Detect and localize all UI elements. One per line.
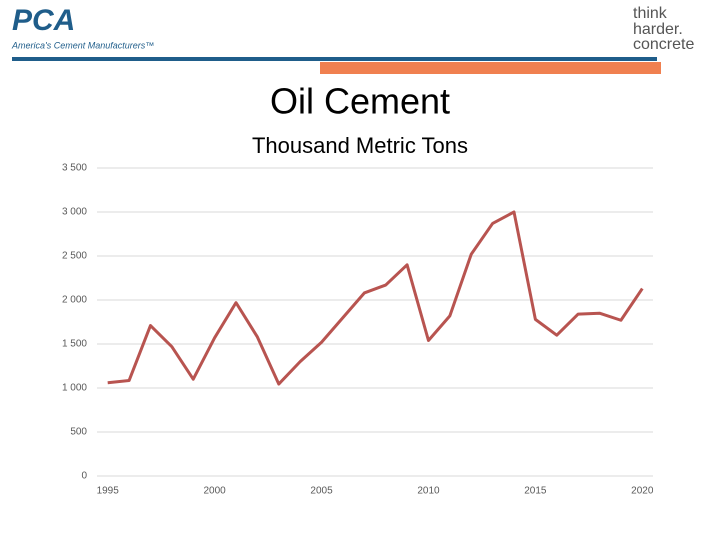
x-tick-label: 2020 — [631, 486, 654, 497]
tagline: America's Cement Manufacturers™ — [11, 40, 154, 50]
slogan: think — [633, 5, 668, 22]
y-tick-label: 0 — [81, 471, 87, 482]
x-tick-label: 2015 — [524, 486, 547, 497]
logo: PCA — [12, 4, 75, 37]
y-tick-label: 1 000 — [62, 383, 87, 394]
x-tick-label: 2005 — [310, 486, 333, 497]
slogan: concrete — [633, 36, 694, 53]
x-tick-label: 1995 — [97, 486, 120, 497]
y-tick-label: 2 000 — [62, 295, 87, 306]
y-tick-label: 1 500 — [62, 339, 87, 350]
y-tick-label: 2 500 — [62, 251, 87, 262]
accent-bar — [320, 62, 661, 74]
slogan: harder. — [633, 21, 683, 38]
x-tick-label: 2010 — [417, 486, 440, 497]
y-tick-label: 3 000 — [62, 207, 87, 218]
header-rule — [12, 57, 657, 61]
y-tick-label: 500 — [70, 427, 87, 438]
chart-subtitle: Thousand Metric Tons — [252, 133, 468, 158]
y-tick-label: 3 500 — [62, 163, 87, 174]
data-line — [107, 210, 644, 386]
chart-title: Oil Cement — [270, 81, 450, 122]
x-tick-label: 2000 — [203, 486, 226, 497]
